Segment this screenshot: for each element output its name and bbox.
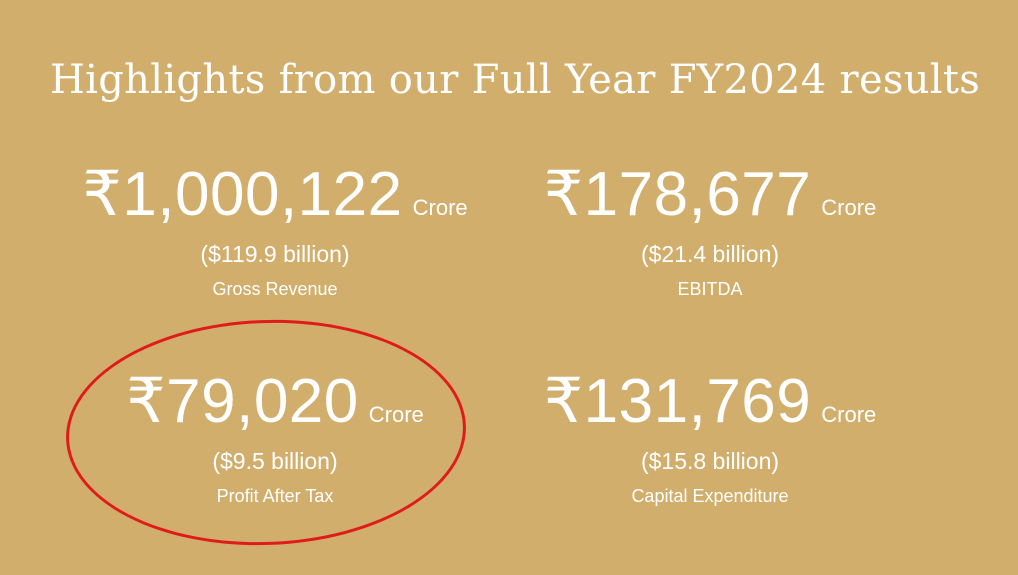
stat-amount: ₹178,677	[543, 160, 812, 229]
stat-value-line: ₹79,020 Crore	[65, 367, 485, 437]
stat-label: Capital Expenditure	[631, 486, 789, 506]
stat-label: Profit After Tax	[216, 486, 334, 506]
stat-unit: Crore	[821, 402, 877, 427]
stat-unit: Crore	[368, 402, 424, 427]
stat-amount: ₹131,769	[543, 367, 812, 436]
stat-usd-value: ($119.9 billion)	[200, 241, 350, 267]
stat-usd-value: ($21.4 billion)	[640, 241, 780, 267]
stat-unit: Crore	[821, 195, 877, 220]
stat-profit-after-tax: ₹79,020 Crore ($9.5 billion) Profit Afte…	[65, 367, 485, 507]
stat-usd-value: ($9.5 billion)	[212, 448, 338, 474]
stat-gross-revenue: ₹1,000,122 Crore ($119.9 billion) Gross …	[65, 160, 485, 300]
stat-amount: ₹1,000,122	[82, 160, 403, 229]
stat-value-line: ₹178,677 Crore	[500, 160, 920, 230]
stat-label: Gross Revenue	[212, 279, 338, 299]
stat-value-line: ₹1,000,122 Crore	[65, 160, 485, 230]
page-title: Highlights from our Full Year FY2024 res…	[50, 57, 981, 103]
stat-ebitda: ₹178,677 Crore ($21.4 billion) EBITDA	[500, 160, 920, 300]
stat-usd-value: ($15.8 billion)	[640, 448, 780, 474]
stat-capital-expenditure: ₹131,769 Crore ($15.8 billion) Capital E…	[500, 367, 920, 507]
stat-amount: ₹79,020	[126, 367, 359, 436]
stat-unit: Crore	[412, 195, 468, 220]
stat-value-line: ₹131,769 Crore	[500, 367, 920, 437]
stat-label: EBITDA	[677, 279, 743, 299]
